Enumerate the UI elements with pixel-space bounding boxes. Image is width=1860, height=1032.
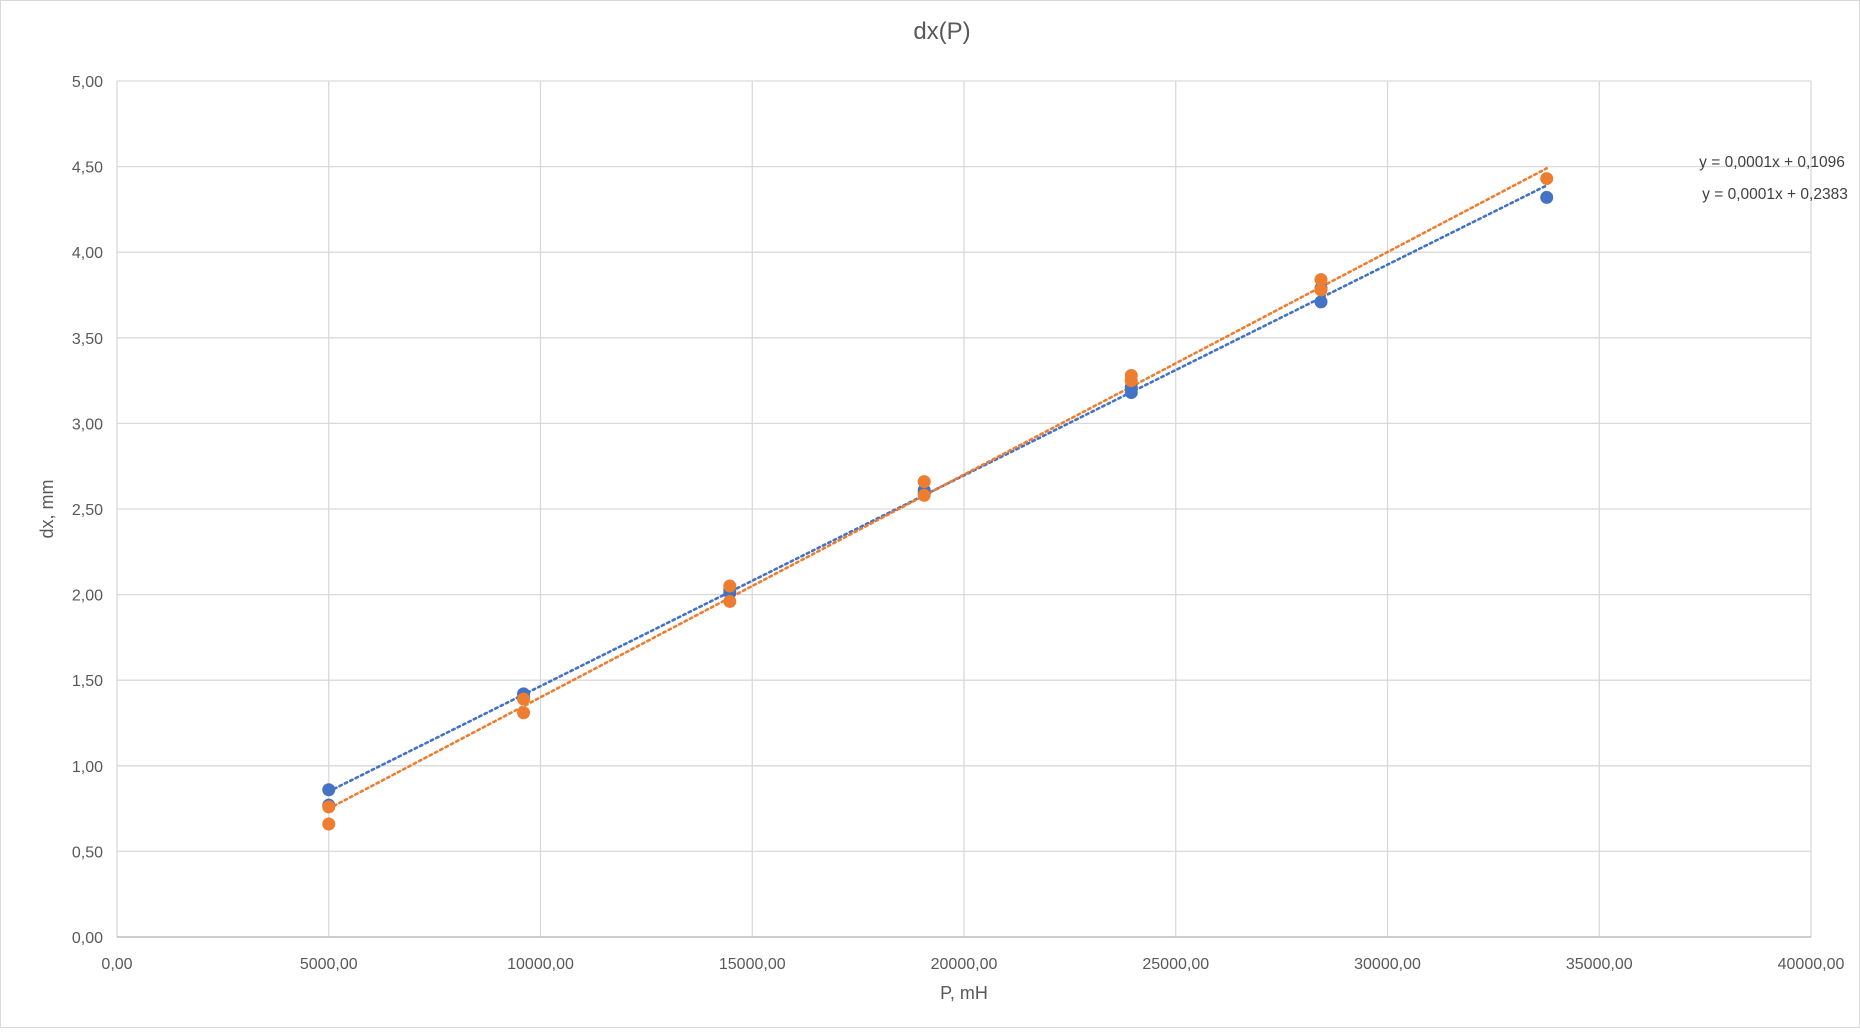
- data-point-series-1: [1540, 190, 1554, 204]
- x-tick-label: 0,00: [101, 956, 132, 973]
- axes: 0,00 0,50 1,00 1,50 2,00 2,50 3,00 3,50 4,00 4,50…: [72, 74, 1845, 973]
- x-tick-label: 30000,00: [1354, 956, 1421, 973]
- y-tick-label: 1,50: [72, 673, 103, 690]
- data-point-series-2: [322, 800, 336, 814]
- trendline-series-1: [327, 184, 1549, 793]
- x-tick-label: 15000,00: [719, 956, 786, 973]
- x-tick-label: 25000,00: [1142, 956, 1209, 973]
- chart-title: dx(P): [913, 18, 970, 45]
- trendline-equation-series-1: y = 0,0001x + 0,2383: [1702, 186, 1848, 203]
- x-tick-label: 40000,00: [1778, 956, 1845, 973]
- y-axis-title: dx, mm: [37, 479, 57, 538]
- data-point-series-1: [322, 783, 336, 797]
- x-tick-label: 5000,00: [300, 956, 358, 973]
- y-tick-label: 5,00: [72, 74, 103, 91]
- data-point-series-2: [917, 475, 931, 489]
- y-tick-label: 0,00: [72, 930, 103, 947]
- trendline-series-2: [327, 167, 1549, 810]
- y-tick-label: 3,00: [72, 416, 103, 433]
- data-point-series-1: [1314, 295, 1328, 309]
- trendline-equation-series-2: y = 0,0001x + 0,1096: [1699, 154, 1845, 171]
- y-tick-label: 1,00: [72, 759, 103, 776]
- y-tick-label: 2,50: [72, 502, 103, 519]
- data-point-series-2: [1314, 283, 1328, 297]
- x-axis-title: P, mH: [940, 983, 988, 1003]
- x-tick-label: 10000,00: [507, 956, 574, 973]
- trendlines: [327, 167, 1549, 810]
- trendline-equations: y = 0,0001x + 0,2383 y = 0,0001x + 0,1096: [1699, 154, 1848, 203]
- data-point-series-2: [1540, 172, 1554, 186]
- x-tick-label: 35000,00: [1566, 956, 1633, 973]
- data-point-series-2: [517, 706, 531, 720]
- x-tick-label: 20000,00: [931, 956, 998, 973]
- y-tick-label: 4,00: [72, 245, 103, 262]
- data-point-series-2: [517, 692, 531, 706]
- data-point-series-2: [917, 488, 931, 502]
- y-tick-label: 4,50: [72, 160, 103, 177]
- data-point-series-2: [1314, 273, 1328, 287]
- data-point-series-2: [1124, 374, 1138, 388]
- grid: [116, 80, 1812, 938]
- data-point-series-2: [723, 579, 737, 593]
- data-point-series-2: [723, 594, 737, 608]
- y-tick-label: 3,50: [72, 331, 103, 348]
- y-tick-label: 2,00: [72, 588, 103, 605]
- y-tick-label: 0,50: [72, 844, 103, 861]
- data-point-series-2: [322, 817, 336, 831]
- data-points: [322, 172, 1554, 831]
